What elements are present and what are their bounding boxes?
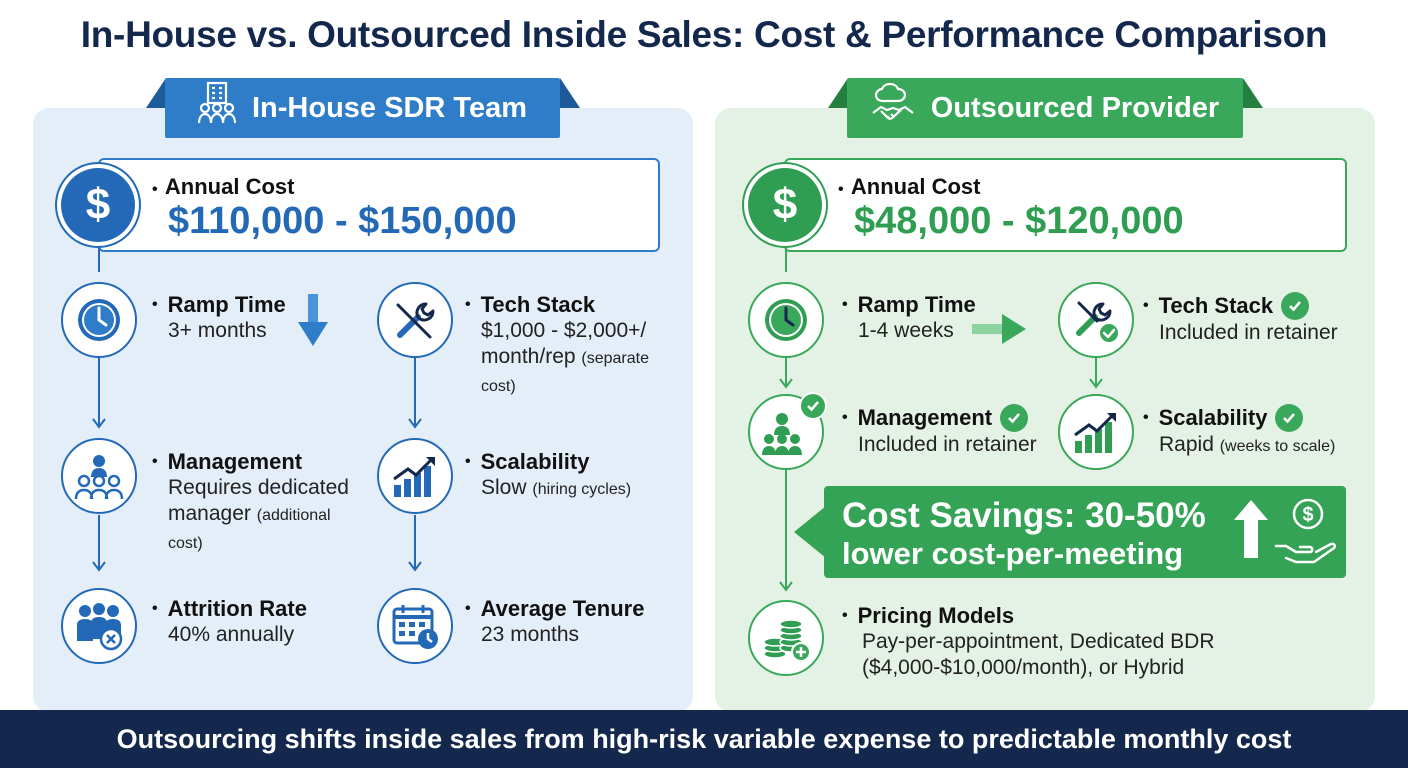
annual-cost-label: Annual Cost	[164, 174, 295, 199]
item-note: (additional	[256, 507, 331, 524]
item-title: Management	[857, 405, 993, 430]
outsourced-header: Outsourced Provider	[847, 78, 1243, 138]
item-desc: $1,000 - $2,000+/	[481, 319, 647, 342]
item-desc: 1-4 weeks	[858, 319, 954, 342]
item-desc: ($4,000-$10,000/month), or Hybrid	[862, 656, 1185, 679]
cost-savings-banner: Cost Savings: 30-50% lower cost-per-meet…	[824, 486, 1346, 578]
item-title: Scalability	[1158, 405, 1268, 430]
annual-cost-value: $48,000 - $120,000	[854, 200, 1184, 242]
tools-icon	[1058, 282, 1134, 358]
ribbon-fold-right	[560, 78, 580, 108]
outsourced-scalability: • Scalability Rapid (weeks to scale)	[1143, 404, 1336, 456]
savings-line1: Cost Savings: 30-50%	[842, 496, 1206, 535]
item-desc: Rapid	[1159, 433, 1214, 456]
item-desc: 40% annually	[168, 623, 295, 646]
arrow-down-icon	[298, 294, 328, 346]
footer-banner: Outsourcing shifts inside sales from hig…	[0, 710, 1408, 768]
annual-cost-value: $110,000 - $150,000	[168, 200, 517, 242]
hand-coin-icon: $	[1274, 498, 1337, 564]
item-note: (weeks to scale)	[1219, 438, 1336, 455]
savings-line2: lower cost-per-meeting	[842, 536, 1184, 571]
inhouse-header: In-House SDR Team	[165, 78, 560, 138]
item-note: cost)	[481, 378, 516, 395]
outsourced-annual-cost-card: • Annual Cost $48,000 - $120,000	[784, 158, 1347, 252]
team-remove-icon	[61, 588, 137, 664]
inhouse-tech-stack: • Tech Stack $1,000 - $2,000+/ month/rep …	[465, 292, 649, 395]
arrow-up-icon	[1234, 500, 1268, 558]
item-note: (hiring cycles)	[532, 481, 632, 498]
growth-chart-icon	[377, 438, 453, 514]
check-icon	[1275, 404, 1304, 432]
dollar-icon: $	[61, 168, 135, 242]
outsourced-header-label: Outsourced Provider	[930, 91, 1220, 124]
inhouse-management: • Management Requires dedicated manager (…	[152, 449, 349, 552]
building-people-icon	[197, 81, 237, 135]
item-desc: Included in retainer	[858, 433, 1037, 456]
item-title: Scalability	[480, 449, 590, 474]
tools-icon	[377, 282, 453, 358]
ribbon-fold-left	[146, 78, 166, 108]
check-icon	[1000, 404, 1029, 432]
inhouse-scalability: • Scalability Slow (hiring cycles)	[465, 449, 632, 499]
item-desc: Pay-per-appointment, Dedicated BDR	[862, 630, 1215, 653]
inhouse-average-tenure: • Average Tenure 23 months	[465, 596, 645, 646]
item-desc: manager	[168, 502, 251, 525]
item-desc: Slow	[481, 476, 527, 499]
inhouse-ramp-time: • Ramp Time 3+ months	[152, 292, 286, 342]
arrow-right-icon	[972, 314, 1026, 344]
footer-text: Outsourcing shifts inside sales from hig…	[116, 723, 1292, 754]
ribbon-fold-left	[828, 78, 848, 108]
item-desc: Included in retainer	[1159, 321, 1338, 344]
item-note: cost)	[168, 535, 203, 552]
item-desc: 3+ months	[168, 319, 267, 342]
svg-text:$: $	[1302, 504, 1313, 526]
item-desc: month/rep	[481, 345, 576, 368]
item-title: Ramp Time	[857, 292, 976, 317]
item-title: Pricing Models	[857, 603, 1015, 628]
dollar-icon: $	[748, 168, 822, 242]
calendar-clock-icon	[377, 588, 453, 664]
check-icon	[1281, 292, 1310, 320]
inhouse-header-label: In-House SDR Team	[251, 91, 527, 124]
item-title: Tech Stack	[1158, 293, 1274, 318]
outsourced-pricing-models: • Pricing Models Pay-per-appointment, Ded…	[842, 603, 1215, 679]
savings-pointer	[794, 506, 826, 558]
outsourced-management: • Management Included in retainer	[842, 404, 1037, 456]
manager-team-icon	[61, 438, 137, 514]
clock-icon	[748, 282, 824, 358]
inhouse-annual-cost-card: • Annual Cost $110,000 - $150,000	[98, 158, 660, 252]
item-note: (separate	[581, 350, 649, 367]
item-title: Ramp Time	[167, 292, 286, 317]
coins-plus-icon	[748, 600, 824, 676]
inhouse-attrition-rate: • Attrition Rate 40% annually	[152, 596, 307, 646]
outsourced-ramp-time: • Ramp Time 1-4 weeks	[842, 292, 976, 342]
item-title: Attrition Rate	[167, 596, 307, 621]
item-title: Tech Stack	[480, 292, 596, 317]
cloud-handshake-icon	[871, 82, 915, 133]
item-desc: 23 months	[481, 623, 580, 646]
ribbon-fold-right	[1243, 78, 1263, 108]
growth-chart-icon	[1058, 394, 1134, 470]
page-title: In-House vs. Outsourced Inside Sales: Co…	[80, 14, 1328, 55]
annual-cost-label: Annual Cost	[850, 174, 981, 199]
item-title: Average Tenure	[480, 596, 645, 621]
item-desc: Requires dedicated	[168, 476, 349, 499]
check-icon	[799, 392, 827, 420]
item-title: Management	[167, 449, 303, 474]
outsourced-tech-stack: • Tech Stack Included in retainer	[1143, 292, 1338, 344]
clock-icon	[61, 282, 137, 358]
